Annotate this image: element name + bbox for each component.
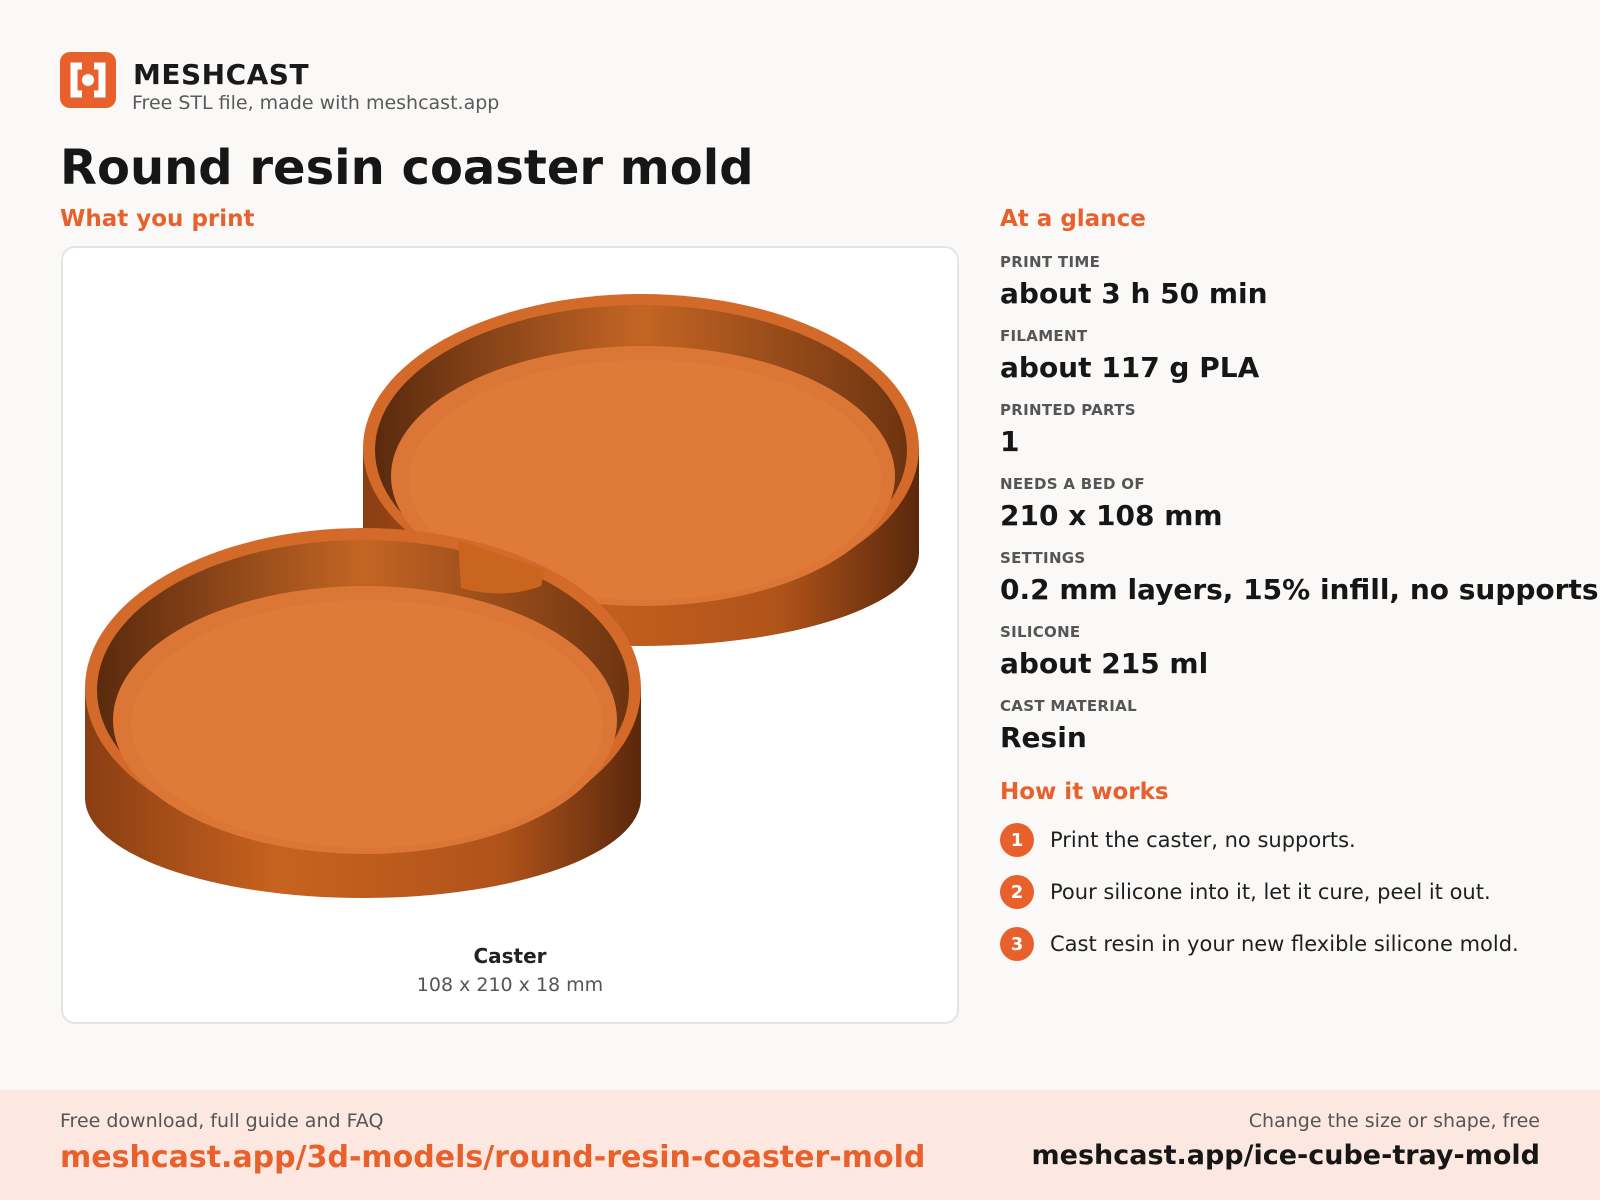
stat-label: SETTINGS	[1000, 549, 1086, 567]
stat-label: PRINTED PARTS	[1000, 401, 1136, 419]
stat-label: CAST MATERIAL	[1000, 697, 1137, 715]
step-2: 2 Pour silicone into it, let it cure, pe…	[1000, 874, 1491, 910]
stat-value: 0.2 mm layers, 15% infill, no supports	[1000, 573, 1599, 606]
back-cavity	[363, 294, 919, 646]
step-text: Print the caster, no supports.	[1050, 828, 1356, 852]
stat-value: 210 x 108 mm	[1000, 499, 1223, 532]
stat-value: 1	[1000, 425, 1020, 458]
step-text: Pour silicone into it, let it cure, peel…	[1050, 880, 1491, 904]
stat-value: Resin	[1000, 721, 1087, 754]
stat-value: about 3 h 50 min	[1000, 277, 1268, 310]
step-number-badge: 1	[1000, 823, 1034, 857]
step-text: Cast resin in your new flexible silicone…	[1050, 932, 1519, 956]
at-a-glance-heading: At a glance	[1000, 206, 1146, 232]
step-1: 1 Print the caster, no supports.	[1000, 822, 1356, 858]
footer: Free download, full guide and FAQ meshca…	[0, 1090, 1600, 1200]
stat-label: PRINT TIME	[1000, 253, 1101, 271]
step-3: 3 Cast resin in your new flexible silico…	[1000, 926, 1519, 962]
stat-label: FILAMENT	[1000, 327, 1088, 345]
stat-label: SILICONE	[1000, 623, 1081, 641]
stat-settings: SETTINGS 0.2 mm layers, 15% infill, no s…	[1000, 549, 1599, 606]
footer-customize-link[interactable]: meshcast.app/ice-cube-tray-mold	[1031, 1140, 1540, 1171]
footer-download-label: Free download, full guide and FAQ	[60, 1110, 384, 1132]
footer-customize-label: Change the size or shape, free	[1248, 1110, 1540, 1132]
footer-model-link[interactable]: meshcast.app/3d-models/round-resin-coast…	[60, 1140, 926, 1175]
stat-printed-parts: PRINTED PARTS 1	[1000, 401, 1136, 458]
step-number-badge: 3	[1000, 927, 1034, 961]
stat-label: NEEDS A BED OF	[1000, 475, 1145, 493]
page-title: Round resin coaster mold	[60, 140, 754, 196]
part-name: Caster	[473, 944, 547, 968]
stat-bed-size: NEEDS A BED OF 210 x 108 mm	[1000, 475, 1223, 532]
stat-print-time: PRINT TIME about 3 h 50 min	[1000, 253, 1268, 310]
front-cavity	[85, 528, 641, 898]
stat-value: about 215 ml	[1000, 647, 1209, 680]
stat-value: about 117 g PLA	[1000, 351, 1260, 384]
how-it-works-heading: How it works	[1000, 779, 1169, 805]
stat-cast-material: CAST MATERIAL Resin	[1000, 697, 1137, 754]
caster-model-render	[85, 294, 919, 898]
brand-name: MESHCAST	[133, 58, 310, 91]
what-you-print-heading: What you print	[60, 206, 255, 232]
stat-silicone: SILICONE about 215 ml	[1000, 623, 1208, 680]
step-number-badge: 2	[1000, 875, 1034, 909]
stat-filament: FILAMENT about 117 g PLA	[1000, 327, 1259, 384]
part-preview-card: Caster 108 x 210 x 18 mm	[61, 246, 959, 1024]
brand-tagline: Free STL file, made with meshcast.app	[132, 92, 500, 114]
part-dimensions: 108 x 210 x 18 mm	[416, 974, 604, 996]
meshcast-logo-icon	[60, 52, 116, 108]
